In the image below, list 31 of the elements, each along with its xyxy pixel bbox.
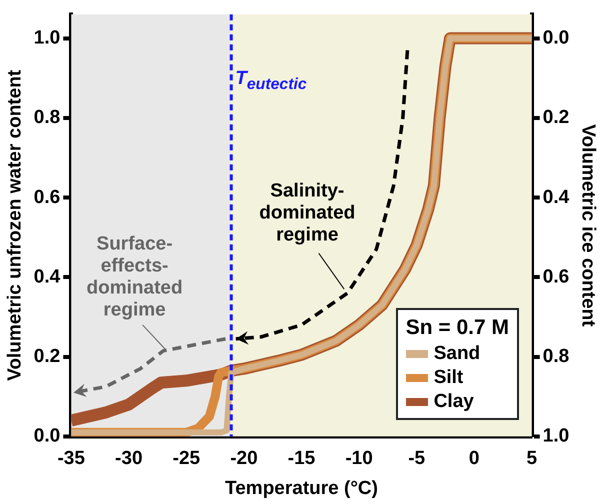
x-tick-label: -25 xyxy=(172,448,201,470)
x-tick-label: -5 xyxy=(408,448,426,470)
y-tick-label: 0.6 xyxy=(34,186,60,208)
x-tick-label: -35 xyxy=(57,448,86,470)
y2-tick-label: 0.4 xyxy=(542,186,570,208)
x-tick-label: 5 xyxy=(526,448,538,470)
y-tick-label: 0.8 xyxy=(34,107,60,128)
y2-tick-label: 1.0 xyxy=(542,426,570,447)
x-tick-label: -15 xyxy=(288,448,316,470)
x-axis-title: Temperature (°C) xyxy=(225,478,378,499)
x-tick-label: -10 xyxy=(345,448,373,470)
y-tick-label: 0.2 xyxy=(34,346,60,368)
x-tick-label: 0 xyxy=(468,448,480,470)
ref-line-label: T$_{eutectic}$ xyxy=(235,68,307,94)
y2-tick-label: 0.8 xyxy=(542,346,570,368)
annotation: Surface- effects- dominated regime xyxy=(86,233,183,320)
x-tick-label: -20 xyxy=(230,448,258,470)
y-tick-label: 0.0 xyxy=(34,426,60,447)
y-axis-title: Volumetric unfrozen water content xyxy=(4,69,26,381)
legend-label: Sand xyxy=(434,343,480,364)
y2-axis-title: Volumetric ice content xyxy=(577,124,598,328)
y2-tick-label: 0.2 xyxy=(542,107,570,128)
y-tick-label: 0.4 xyxy=(34,266,61,288)
legend-title: Sn = 0.7 M xyxy=(406,315,509,341)
legend-label: Silt xyxy=(434,367,464,388)
legend-label: Clay xyxy=(434,391,474,412)
y2-tick-label: 0.6 xyxy=(542,266,570,288)
y2-tick-label: 0.0 xyxy=(542,28,570,49)
x-tick-label: -30 xyxy=(115,448,143,470)
y-tick-label: 1.0 xyxy=(34,28,60,49)
annotation: Salinity- dominated regime xyxy=(259,180,356,246)
